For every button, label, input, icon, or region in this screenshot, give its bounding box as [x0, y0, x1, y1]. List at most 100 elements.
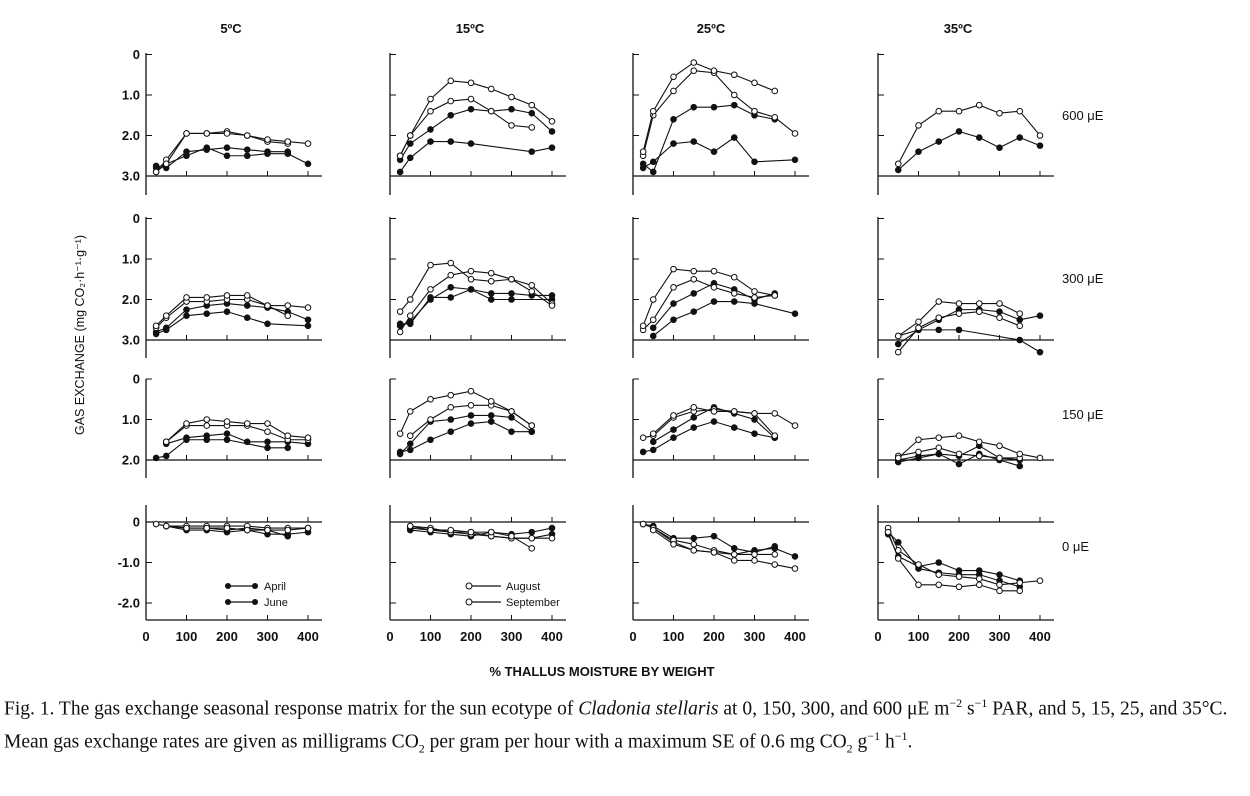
data-point-august: [487, 269, 495, 277]
series-line-august: [642, 70, 796, 156]
data-point-september: [264, 526, 271, 534]
data-point-august: [649, 316, 657, 324]
data-point-april: [548, 144, 556, 151]
data-point-april: [751, 158, 758, 166]
series-line-august: [642, 523, 775, 555]
data-point-june: [975, 567, 983, 574]
data-point-september: [915, 581, 922, 589]
data-point-september: [751, 557, 758, 564]
series-line-june: [156, 147, 288, 169]
x-tick-label: 300: [501, 629, 523, 644]
data-point-september: [487, 85, 495, 93]
panel-axes-0-col0: 0 -1.0 -2.0 0 100 200 300 400: [118, 505, 322, 644]
x-tick-label: 0: [874, 629, 881, 644]
series-line-september: [652, 406, 796, 435]
data-point-september: [935, 581, 943, 589]
data-point-september: [548, 302, 556, 309]
panel-150-1: [396, 387, 536, 458]
panel-axes-600-col1: [389, 53, 566, 195]
data-point-september: [955, 432, 963, 440]
data-point-august: [396, 328, 404, 336]
data-point-june: [508, 414, 515, 421]
data-point-september: [508, 93, 515, 101]
data-point-april: [467, 420, 475, 427]
series-line-june: [399, 414, 533, 455]
data-point-september: [670, 265, 677, 273]
x-tick-label: 200: [948, 629, 970, 644]
series-line-august: [399, 98, 532, 156]
data-point-september: [264, 302, 271, 309]
data-point-april: [690, 424, 698, 431]
data-point-april: [427, 436, 434, 444]
data-point-august: [710, 284, 718, 291]
caption-species: Cladonia stellaris: [578, 698, 719, 720]
data-point-august: [730, 551, 738, 558]
series-line-september: [642, 268, 775, 327]
data-point-september: [243, 526, 251, 534]
panel-axes-150-col3: [877, 378, 1054, 478]
legend-left: April June: [225, 581, 288, 609]
data-point-september: [528, 288, 536, 295]
data-point-september: [1016, 107, 1024, 115]
data-point-june: [935, 450, 943, 458]
series-line-september: [897, 435, 1041, 459]
data-point-august: [528, 534, 536, 542]
gas-exchange-figure: 5ºC 15ºC 25ºC 35ºC 600 μE 300 μE 150 μE …: [73, 21, 1104, 679]
series-line-june: [897, 130, 1041, 171]
data-point-april: [447, 294, 455, 301]
data-point-september: [447, 259, 455, 267]
data-point-june: [528, 428, 536, 435]
data-point-september: [203, 130, 211, 137]
data-point-april: [690, 138, 698, 145]
data-point-june: [467, 412, 475, 419]
data-point-august: [935, 444, 943, 452]
data-point-september: [730, 408, 738, 415]
data-point-june: [955, 128, 963, 135]
y-tick-label: 1.0: [122, 412, 140, 427]
x-tick-label: 100: [663, 629, 685, 644]
series-line-september: [399, 390, 533, 434]
data-point-june: [639, 160, 647, 168]
x-tick-label: 200: [216, 629, 238, 644]
data-point-june: [670, 426, 677, 433]
x-tick-label: 0: [386, 629, 393, 644]
data-point-september: [710, 549, 718, 556]
data-point-september: [304, 304, 312, 311]
data-point-august: [771, 432, 779, 440]
data-point-april: [730, 424, 738, 431]
panel-0-0: [152, 520, 312, 540]
panel-axes-0-col1: 0 100 200 300 400: [386, 505, 566, 644]
data-point-august: [508, 122, 515, 129]
data-point-august: [467, 95, 475, 103]
data-point-april: [487, 296, 495, 303]
data-point-september: [975, 438, 983, 446]
data-point-april: [639, 448, 647, 456]
data-point-april: [1016, 336, 1024, 344]
x-tick-label: 0: [629, 629, 636, 644]
data-point-april: [447, 138, 455, 145]
data-point-june: [162, 324, 170, 332]
data-point-september: [183, 420, 190, 427]
data-point-april: [935, 326, 943, 334]
data-point-june: [670, 116, 677, 123]
data-point-june: [467, 105, 475, 113]
data-point-september: [264, 420, 271, 427]
data-point-june: [1016, 134, 1024, 141]
data-point-august: [487, 107, 495, 115]
panel-axes-150-col0: 2.0 1.0 0: [122, 372, 322, 478]
data-point-april: [223, 152, 231, 160]
series-line-september: [897, 104, 1041, 165]
data-point-april: [396, 168, 404, 176]
panel-300-0: [152, 292, 312, 338]
y-tick-label: 1.0: [122, 88, 140, 103]
data-point-september: [730, 273, 738, 281]
data-point-september: [152, 168, 160, 176]
data-point-april: [670, 316, 677, 324]
data-point-september: [730, 71, 738, 79]
data-point-april: [710, 298, 718, 305]
data-point-september: [467, 275, 475, 283]
data-point-september: [639, 148, 647, 155]
data-point-september: [304, 434, 312, 442]
row-label-600: 600 μE: [1062, 108, 1104, 123]
data-point-august: [447, 271, 455, 279]
